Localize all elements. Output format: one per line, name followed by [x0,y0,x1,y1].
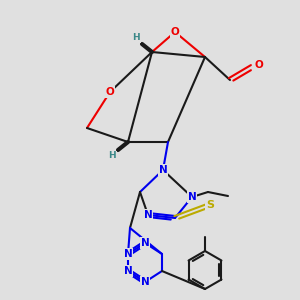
Text: N: N [159,165,167,175]
Text: N: N [144,210,152,220]
Text: O: O [171,27,179,37]
Text: N: N [141,238,149,248]
Text: N: N [188,192,196,202]
Text: H: H [108,152,116,160]
Text: H: H [132,34,140,43]
Text: S: S [206,200,214,210]
Text: O: O [106,87,114,97]
Text: N: N [124,249,132,259]
Text: N: N [124,266,132,276]
Text: N: N [141,277,149,287]
Text: O: O [255,60,263,70]
